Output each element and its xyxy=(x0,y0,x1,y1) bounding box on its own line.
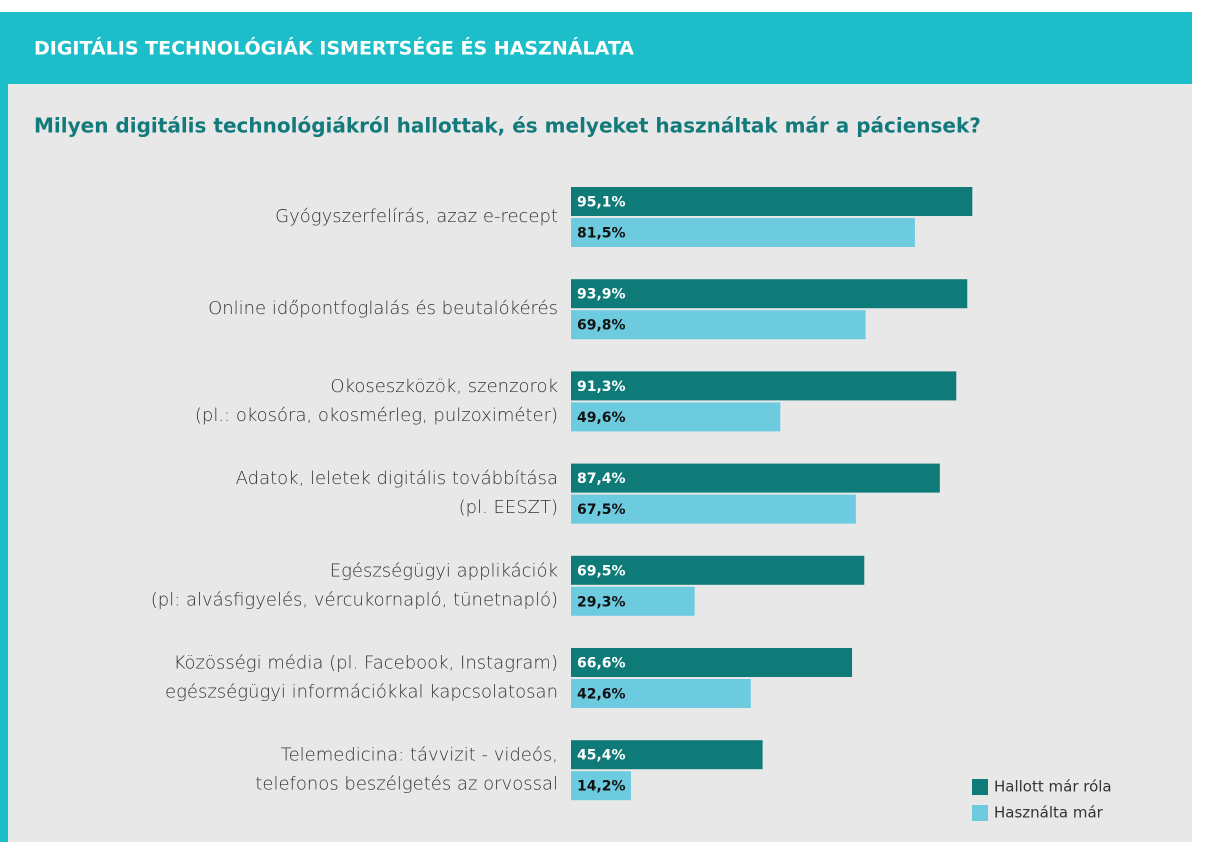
bar xyxy=(571,555,865,585)
value-label: 67,5% xyxy=(577,502,626,518)
category-label: (pl.: okosóra, okosmérleg, pulzoximéter) xyxy=(195,405,558,426)
value-label: 69,5% xyxy=(577,563,626,579)
bar xyxy=(571,740,763,770)
value-label: 29,3% xyxy=(577,594,626,610)
header: DIGITÁLIS TECHNOLÓGIÁK ISMERTSÉGE ÉS HAS… xyxy=(34,36,634,60)
chart-title: Milyen digitális technológiákról hallott… xyxy=(34,114,981,138)
bar xyxy=(571,463,940,493)
value-label: 45,4% xyxy=(577,748,626,764)
category-label: (pl. EESZT) xyxy=(459,497,558,518)
category-label: Telemedicina: távvizit - videós, xyxy=(281,745,558,766)
panel-border xyxy=(0,12,8,842)
value-label: 69,8% xyxy=(577,318,626,334)
legend-swatch xyxy=(972,779,988,795)
legend-swatch xyxy=(972,805,988,821)
bar xyxy=(571,279,968,309)
value-label: 42,6% xyxy=(577,687,626,703)
value-label: 66,6% xyxy=(577,656,626,672)
bar xyxy=(571,310,866,340)
bar xyxy=(571,494,856,524)
value-label: 93,9% xyxy=(577,287,626,303)
bar xyxy=(571,187,973,216)
value-label: 87,4% xyxy=(577,471,626,487)
bar xyxy=(571,679,751,708)
value-label: 49,6% xyxy=(577,410,626,426)
value-label: 81,5% xyxy=(577,226,626,242)
header-band xyxy=(0,12,1192,84)
category-label: Okoseszközök, szenzorok xyxy=(330,376,558,397)
category-label: (pl: alvásfigyelés, vércukornapló, tünet… xyxy=(151,589,558,610)
category-label: Online időpontfoglalás és beutalókérés xyxy=(208,298,558,319)
bar xyxy=(571,371,957,401)
bar xyxy=(571,218,915,247)
category-label: Egészségügyi applikációk xyxy=(330,560,558,581)
category-label: Közösségi média (pl. Facebook, Instagram… xyxy=(174,653,558,674)
category-label: egészségügyi információkkal kapcsolatosa… xyxy=(165,682,558,703)
legend-label: Használta már xyxy=(994,804,1104,822)
bar xyxy=(571,586,695,616)
bar xyxy=(571,402,781,432)
category-label: Adatok, leletek digitális továbbítása xyxy=(236,468,558,489)
category-label: telefonos beszélgetés az orvossal xyxy=(255,774,558,795)
value-label: 91,3% xyxy=(577,379,626,395)
bar xyxy=(571,648,853,677)
category-label: Gyógyszerfelírás, azaz e-recept xyxy=(275,206,558,227)
value-label: 14,2% xyxy=(577,779,626,795)
bar xyxy=(571,771,631,801)
value-label: 95,1% xyxy=(577,195,626,211)
legend-label: Hallott már róla xyxy=(994,778,1112,796)
